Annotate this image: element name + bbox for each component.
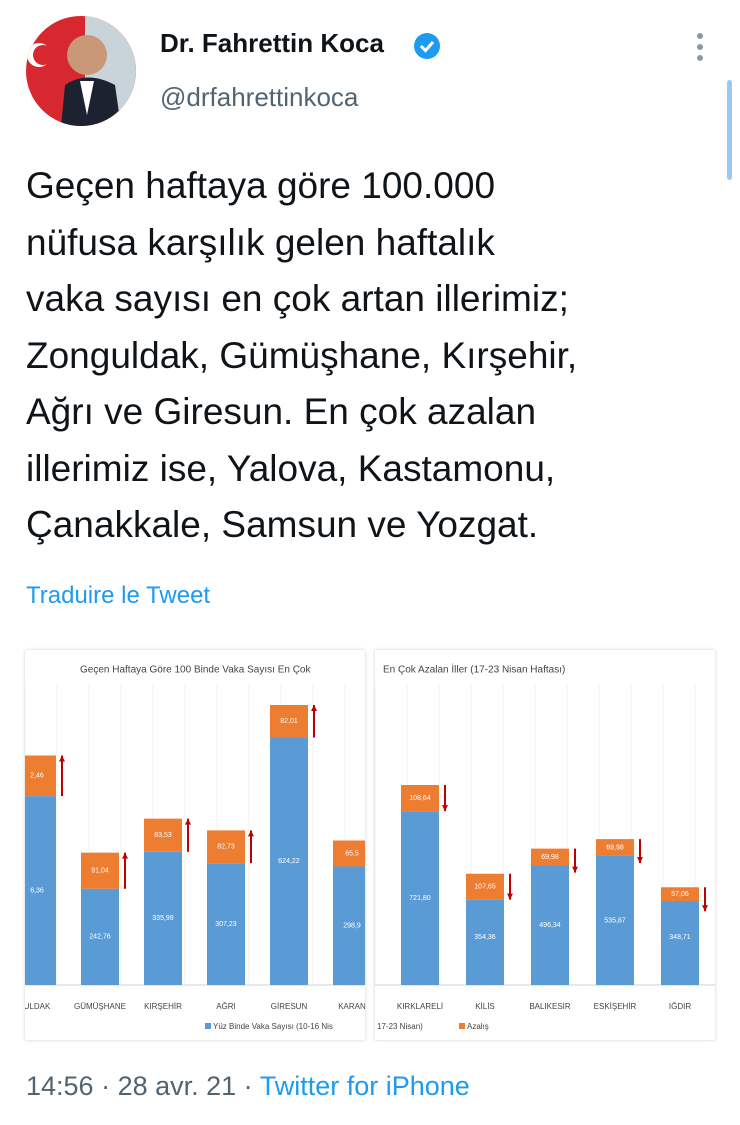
- bar-segment: [144, 851, 182, 985]
- x-tick-label: KİLİS: [475, 1002, 495, 1011]
- legend-swatch: [459, 1023, 465, 1029]
- arrow-head: [637, 857, 643, 864]
- legend-label: Azalış: [467, 1022, 489, 1031]
- x-tick-label: IĞDIR: [669, 1002, 691, 1011]
- bar-segment: [596, 839, 634, 856]
- author-handle[interactable]: @drfahrettinkoca: [160, 82, 359, 112]
- bar-segment: [531, 848, 569, 866]
- x-tick-label: AĞRI: [216, 1002, 236, 1011]
- tweet-line: Çanakkale, Samsun ve Yozgat.: [26, 504, 539, 545]
- tweet-line: Geçen haftaya göre 100.000: [26, 165, 496, 206]
- bar-segment: [25, 755, 56, 797]
- value-label: 82,01: [280, 718, 298, 725]
- arrow-head: [702, 905, 708, 912]
- chart-title: En Çok Azalan İller (17-23 Nisan Haftası…: [383, 663, 565, 676]
- value-label: 2,46: [30, 773, 44, 780]
- bar-segment: [207, 830, 245, 864]
- bar-segment: [596, 855, 634, 985]
- bar-segment: [81, 888, 119, 985]
- verified-badge: [414, 33, 440, 59]
- legend-label: Yüz Binde Vaka Sayısı (10-16 Nis: [213, 1022, 333, 1031]
- bar-segment: [466, 873, 504, 900]
- value-label: 83,53: [154, 832, 172, 839]
- x-tick-label: ESKİŞEHİR: [594, 1002, 637, 1011]
- arrow-head: [442, 805, 448, 812]
- date: 28 avr. 21: [117, 1071, 237, 1101]
- arrow-head: [248, 830, 254, 837]
- x-tick-label: GÜMÜŞHANE: [74, 1002, 126, 1011]
- value-label: 624,22: [278, 858, 300, 865]
- value-label: 57,06: [671, 891, 689, 898]
- value-label: 82,73: [217, 844, 235, 851]
- value-label: 721,80: [409, 895, 431, 902]
- bar-segment: [401, 785, 439, 812]
- value-label: 496,34: [539, 922, 561, 929]
- x-tick-label: KIRŞEHİR: [144, 1002, 182, 1011]
- value-label: 335,99: [152, 915, 174, 922]
- tweet-line: Zonguldak, Gümüşhane, Kırşehir,: [26, 334, 578, 376]
- arrow-head: [507, 893, 513, 900]
- tweet-text: Geçen haftaya göre 100.000 nüfusa karşılı…: [26, 158, 577, 554]
- bar-segment: [333, 840, 365, 867]
- chart-image[interactable]: Geçen Haftaya Göre 100 Binde Vaka Sayısı…: [25, 650, 365, 1040]
- arrow-head: [185, 818, 191, 825]
- x-tick-label: KIRKLARELİ: [397, 1002, 443, 1011]
- chart-image[interactable]: En Çok Azalan İller (17-23 Nisan Haftası…: [375, 650, 715, 1040]
- tweet-line: nüfusa karşılık gelen haftalık: [26, 221, 495, 263]
- avatar[interactable]: [25, 15, 137, 127]
- value-label: 107,65: [474, 884, 496, 891]
- x-tick-label: ULDAK: [25, 1002, 51, 1011]
- source[interactable]: Twitter for iPhone: [259, 1071, 470, 1101]
- tweet-line: vaka sayısı en çok artan illerimiz;: [26, 278, 569, 319]
- value-label: 307,23: [215, 921, 237, 928]
- bar-segment: [661, 887, 699, 902]
- bar-segment: [144, 818, 182, 852]
- bar-segment: [466, 899, 504, 985]
- arrow-head: [122, 852, 128, 859]
- time: 14:56: [26, 1071, 94, 1101]
- x-tick-label: BALIKESİR: [529, 1002, 571, 1011]
- bar-segment: [661, 901, 699, 985]
- value-label: 65,5: [345, 850, 359, 857]
- tweet-line: illerimiz ise, Yalova, Kastamonu,: [26, 447, 556, 489]
- bar-segment: [81, 852, 119, 889]
- bar-segment: [270, 705, 308, 738]
- bar-segment: [25, 796, 56, 985]
- bar-segment: [401, 811, 439, 985]
- bar-segment: [531, 865, 569, 985]
- value-label: 69,98: [606, 844, 624, 851]
- chart-title: Geçen Haftaya Göre 100 Binde Vaka Sayısı…: [80, 665, 311, 676]
- tweet-meta: 14:56 · 28 avr. 21 · Twitter for iPhone: [26, 1071, 470, 1101]
- legend-label: 17-23 Nisan): [377, 1022, 423, 1031]
- scrollbar: [727, 80, 732, 180]
- arrow-head: [311, 705, 317, 711]
- value-label: 242,76: [89, 934, 111, 941]
- arrow-head: [59, 755, 65, 762]
- value-label: 6,36: [30, 887, 44, 894]
- x-tick-label: KARAN: [338, 1002, 365, 1011]
- value-label: 108,64: [409, 795, 431, 802]
- bar-segment: [270, 737, 308, 985]
- x-tick-label: GİRESUN: [271, 1002, 308, 1011]
- value-label: 69,98: [541, 854, 559, 861]
- bar-segment: [333, 866, 365, 985]
- legend-swatch: [205, 1023, 211, 1029]
- value-label: 298,9: [343, 923, 361, 930]
- value-label: 535,87: [604, 917, 626, 924]
- author-name[interactable]: Dr. Fahrettin Koca: [160, 28, 384, 58]
- more-button[interactable]: [690, 30, 710, 64]
- arrow-head: [572, 866, 578, 873]
- tweet-line: Ağrı ve Giresun. En çok azalan: [26, 391, 537, 432]
- translate-link[interactable]: Traduire le Tweet: [26, 582, 211, 609]
- value-label: 354,36: [474, 934, 496, 941]
- value-label: 91,04: [91, 868, 109, 875]
- bar-segment: [207, 863, 245, 985]
- value-label: 348,71: [669, 934, 691, 941]
